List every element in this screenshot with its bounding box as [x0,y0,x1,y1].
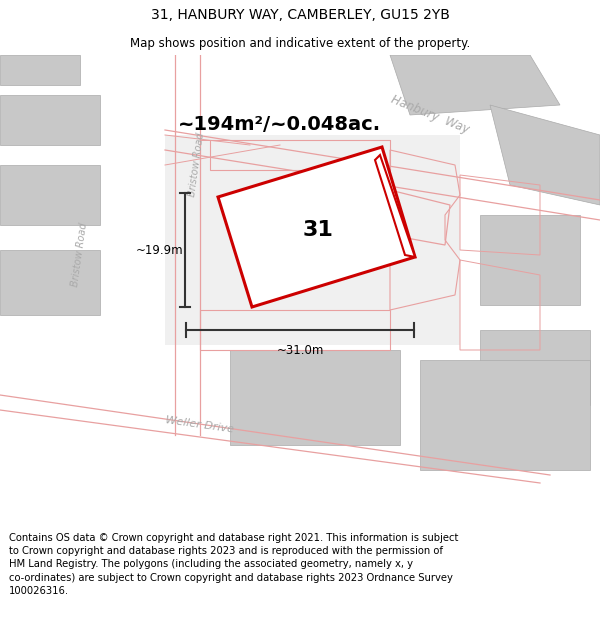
Text: Map shows position and indicative extent of the property.: Map shows position and indicative extent… [130,38,470,51]
Polygon shape [480,215,580,305]
Text: ~31.0m: ~31.0m [277,344,323,356]
Text: ~194m²/~0.048ac.: ~194m²/~0.048ac. [178,116,381,134]
Polygon shape [0,55,80,85]
Polygon shape [170,55,240,125]
Text: ~19.9m: ~19.9m [136,244,184,256]
Polygon shape [375,155,415,257]
Text: Bristow Road: Bristow Road [71,222,89,288]
Text: 31: 31 [302,220,334,240]
Text: Weller Drive: Weller Drive [165,415,235,435]
Polygon shape [165,135,460,345]
Text: Bristow Road: Bristow Road [188,132,206,198]
Polygon shape [420,360,590,470]
Text: 31, HANBURY WAY, CAMBERLEY, GU15 2YB: 31, HANBURY WAY, CAMBERLEY, GU15 2YB [151,8,449,22]
Polygon shape [490,105,600,205]
Polygon shape [0,95,100,145]
Polygon shape [480,330,590,405]
Polygon shape [110,125,190,525]
Text: Hanbury  Way: Hanbury Way [389,93,471,137]
Text: Contains OS data © Crown copyright and database right 2021. This information is : Contains OS data © Crown copyright and d… [9,533,458,596]
Polygon shape [230,55,600,145]
Polygon shape [390,55,560,115]
Polygon shape [0,405,600,525]
Polygon shape [0,250,100,315]
Polygon shape [0,165,100,225]
Polygon shape [218,147,415,307]
Polygon shape [230,350,400,445]
